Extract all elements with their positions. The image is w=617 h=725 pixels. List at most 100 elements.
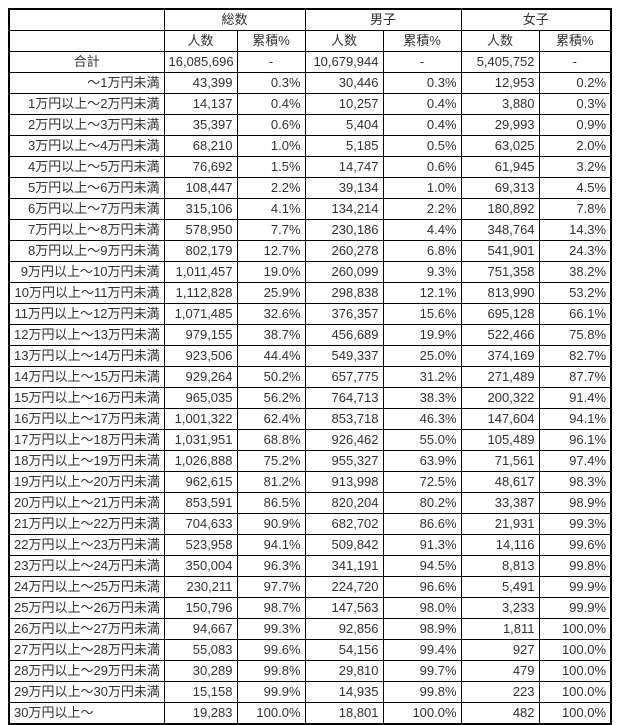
group-header-male: 男子 <box>304 8 462 31</box>
data-cell: 0.2% <box>538 72 612 94</box>
row-label-cell: 14万円以上～15万円未満 <box>8 366 165 388</box>
data-cell: 38.2% <box>538 261 612 283</box>
table-row: ～1万円未満 43,399 0.3% 30,446 0.3% 12,953 0.2% <box>8 72 612 94</box>
data-cell: 99.7% <box>382 660 462 682</box>
data-cell: 99.4% <box>382 639 462 661</box>
data-cell: 99.8% <box>538 555 612 577</box>
data-cell: 12.1% <box>382 282 462 304</box>
data-cell: - <box>538 51 612 73</box>
data-cell: 24.3% <box>538 240 612 262</box>
group-header-total: 総数 <box>163 8 306 31</box>
data-cell: 15.6% <box>382 303 462 325</box>
data-cell: 80.2% <box>382 492 462 514</box>
data-cell: 7.7% <box>236 219 306 241</box>
data-cell: 100.0% <box>538 618 612 640</box>
data-cell: 955,327 <box>304 450 384 472</box>
data-cell: 105,489 <box>460 429 540 451</box>
table-body: 合計 16,085,696-10,679,944-5,405,752- ～1万円未満… <box>8 51 612 725</box>
data-cell: 522,466 <box>460 324 540 346</box>
data-cell: 56.2% <box>236 387 306 409</box>
data-cell: 94.1% <box>538 408 612 430</box>
data-cell: 100.0% <box>538 639 612 661</box>
data-cell: 100.0% <box>538 702 612 725</box>
data-cell: 87.7% <box>538 366 612 388</box>
row-label-cell: 2万円以上～3万円未満 <box>8 114 165 136</box>
data-cell: 695,128 <box>460 303 540 325</box>
row-label-cell: 27万円以上～28万円未満 <box>8 639 165 661</box>
table-row: 3万円以上～4万円未満 68,210 1.0% 5,185 0.5% 63,025 2.0% <box>8 135 612 157</box>
table-row: 10万円以上～11万円未満 1,112,828 25.9% 298,838 12.1% 8… <box>8 282 612 304</box>
data-cell: 90.9% <box>236 513 306 535</box>
data-cell: 55.0% <box>382 429 462 451</box>
row-label-cell: 23万円以上～24万円未満 <box>8 555 165 577</box>
data-cell: 3,233 <box>460 597 540 619</box>
data-cell: 509,842 <box>304 534 384 556</box>
data-cell: 30,289 <box>163 660 238 682</box>
data-cell: 39,134 <box>304 177 384 199</box>
table-row: 17万円以上～18万円未満 1,031,951 68.8% 926,462 55.0% 1… <box>8 429 612 451</box>
data-cell: 315,106 <box>163 198 238 220</box>
data-cell: 31.2% <box>382 366 462 388</box>
data-cell: 100.0% <box>538 681 612 703</box>
data-cell: 99.6% <box>538 534 612 556</box>
row-label-cell: 17万円以上～18万円未満 <box>8 429 165 451</box>
corner-cell <box>8 8 165 31</box>
table-row: 28万円以上～29万円未満 30,289 99.8% 29,810 99.7% 479 10… <box>8 660 612 682</box>
table-row: 20万円以上～21万円未満 853,591 86.5% 820,204 80.2% 33,… <box>8 492 612 514</box>
sub-header-row: 人数 累積% 人数 累積% 人数 累積% <box>8 30 612 52</box>
data-cell: 1.0% <box>382 177 462 199</box>
data-cell: 298,838 <box>304 282 384 304</box>
data-cell: 0.3% <box>236 72 306 94</box>
data-cell: 68,210 <box>163 135 238 157</box>
data-cell: 86.6% <box>382 513 462 535</box>
data-cell: 94,667 <box>163 618 238 640</box>
row-label-cell: 29万円以上～30万円未満 <box>8 681 165 703</box>
row-label-cell: 6万円以上～7万円未満 <box>8 198 165 220</box>
data-cell: 5,491 <box>460 576 540 598</box>
data-cell: 68.8% <box>236 429 306 451</box>
row-label-cell: 22万円以上～23万円未満 <box>8 534 165 556</box>
data-cell: 224,720 <box>304 576 384 598</box>
data-cell: 96.1% <box>538 429 612 451</box>
table-row: 5万円以上～6万円未満 108,447 2.2% 39,134 1.0% 69,313 4.… <box>8 177 612 199</box>
data-cell: 271,489 <box>460 366 540 388</box>
table-row: 24万円以上～25万円未満 230,211 97.7% 224,720 96.6% 5,4… <box>8 576 612 598</box>
data-cell: 260,278 <box>304 240 384 262</box>
row-label-cell: 15万円以上～16万円未満 <box>8 387 165 409</box>
row-label-cell: 7万円以上～8万円未満 <box>8 219 165 241</box>
data-cell: 929,264 <box>163 366 238 388</box>
data-cell: 223 <box>460 681 540 703</box>
data-cell: 100.0% <box>236 702 306 725</box>
data-cell: 99.6% <box>236 639 306 661</box>
data-cell: 99.9% <box>538 576 612 598</box>
table-row: 23万円以上～24万円未満 350,004 96.3% 341,191 94.5% 8,8… <box>8 555 612 577</box>
table-row: 11万円以上～12万円未満 1,071,485 32.6% 376,357 15.6% 6… <box>8 303 612 325</box>
data-cell: 98.7% <box>236 597 306 619</box>
data-cell: 14,116 <box>460 534 540 556</box>
data-cell: 98.3% <box>538 471 612 493</box>
data-cell: 853,591 <box>163 492 238 514</box>
data-cell: 965,035 <box>163 387 238 409</box>
data-cell: 0.9% <box>538 114 612 136</box>
table-row: 13万円以上～14万円未満 923,506 44.4% 549,337 25.0% 374… <box>8 345 612 367</box>
data-cell: 1,031,951 <box>163 429 238 451</box>
row-label-cell: 1万円以上～2万円未満 <box>8 93 165 115</box>
data-cell: 704,633 <box>163 513 238 535</box>
data-cell: 14,137 <box>163 93 238 115</box>
data-cell: 5,404 <box>304 114 384 136</box>
data-cell: 200,322 <box>460 387 540 409</box>
table-row: 12万円以上～13万円未満 979,155 38.7% 456,689 19.9% 522… <box>8 324 612 346</box>
data-cell: 147,563 <box>304 597 384 619</box>
data-cell: 147,604 <box>460 408 540 430</box>
data-cell: - <box>236 51 306 73</box>
data-cell: 926,462 <box>304 429 384 451</box>
data-cell: 3.2% <box>538 156 612 178</box>
data-cell: 0.6% <box>382 156 462 178</box>
data-cell: 19.9% <box>382 324 462 346</box>
data-cell: 69,313 <box>460 177 540 199</box>
data-cell: 82.7% <box>538 345 612 367</box>
data-cell: 1,026,888 <box>163 450 238 472</box>
data-cell: 820,204 <box>304 492 384 514</box>
subheader-total-count: 人数 <box>163 30 238 52</box>
row-label-cell: 21万円以上～22万円未満 <box>8 513 165 535</box>
